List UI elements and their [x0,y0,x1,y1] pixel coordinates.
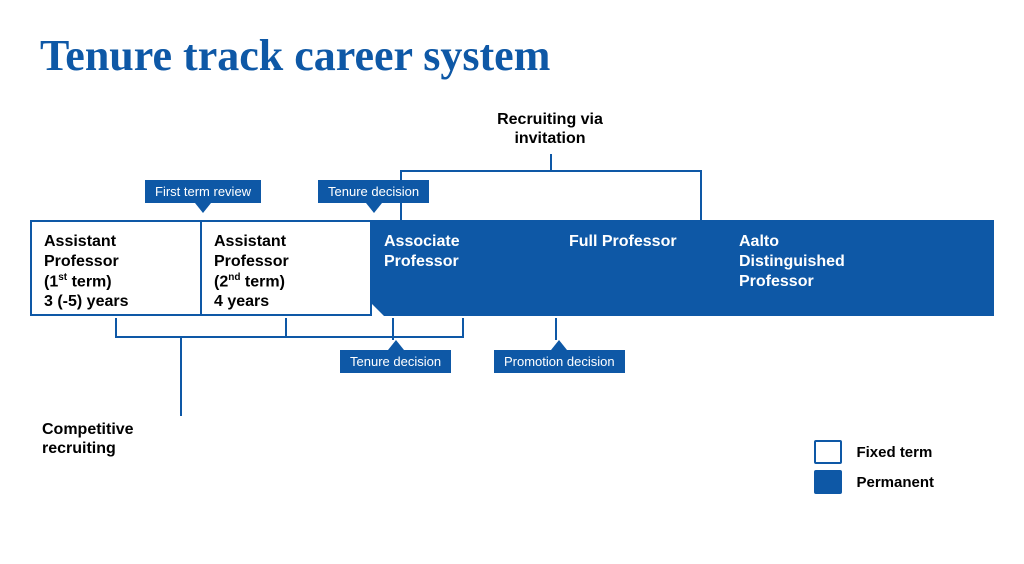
legend-row-permanent: Permanent [814,470,934,494]
recruiting-bracket-right-drop [700,170,702,220]
stage-assistant-1: AssistantProfessor(1st term)3 (-5) years [32,222,202,314]
page-title: Tenure track career system [40,30,994,81]
competitive-recruiting-label: Competitiverecruiting [42,420,134,458]
stage-assistant-2: AssistantProfessor(2nd term)4 years [202,222,372,314]
slide: Tenure track career system Recruiting vi… [0,0,1024,564]
callout-text: Promotion decision [504,354,615,369]
callout-text: First term review [155,184,251,199]
stage-associate: AssociateProfessor [372,222,557,314]
recruiting-bracket-stem [550,154,552,170]
legend-swatch-permanent [814,470,842,494]
recruiting-bracket-horizontal [400,170,700,172]
legend-swatch-fixed [814,440,842,464]
legend: Fixed term Permanent [814,434,934,500]
callout-tenure-decision-top: Tenure decision [318,180,429,203]
legend-label: Permanent [856,474,934,491]
competitive-drop-1 [115,318,117,336]
competitive-recruiting-text: Competitiverecruiting [42,421,134,457]
stage-distinguished: AaltoDistinguishedProfessor [727,222,992,314]
recruiting-invitation-label: Recruiting viainvitation [485,110,615,148]
promotion-connector [555,318,557,340]
callout-text: Tenure decision [350,354,441,369]
callout-tenure-decision-bottom: Tenure decision [340,350,451,373]
legend-row-fixed: Fixed term [814,440,934,464]
callout-first-term-review: First term review [145,180,261,203]
legend-label: Fixed term [856,444,932,461]
competitive-stem [180,336,182,416]
tenure-diagram: Recruiting viainvitation First term revi… [30,120,994,500]
callout-promotion-decision: Promotion decision [494,350,625,373]
career-track: AssistantProfessor(1st term)3 (-5) years… [30,220,994,316]
callout-text: Tenure decision [328,184,419,199]
recruiting-invitation-text: Recruiting viainvitation [497,111,603,147]
competitive-drop-3 [462,318,464,336]
stage-full: Full Professor [557,222,727,314]
competitive-drop-2 [285,318,287,336]
competitive-horizontal [115,336,464,338]
